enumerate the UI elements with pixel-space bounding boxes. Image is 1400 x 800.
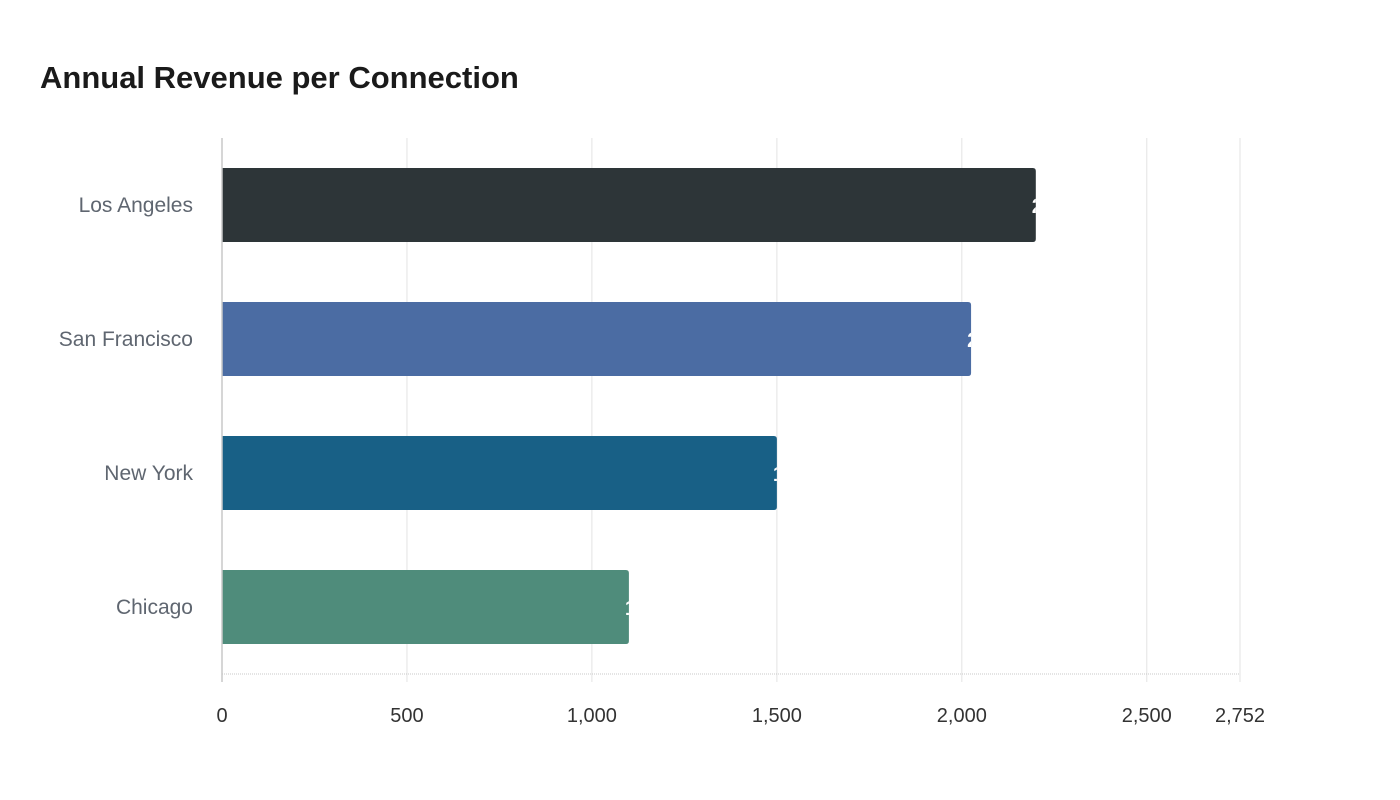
x-tick-label: 2,000 (937, 705, 987, 727)
y-tick-label: New York (104, 462, 193, 485)
data-label: 1 (773, 463, 785, 486)
chart-title: Annual Revenue per Connection (40, 60, 519, 95)
x-tick-label: 500 (390, 705, 423, 727)
y-tick-label: San Francisco (59, 328, 193, 351)
x-tick-label: 0 (216, 705, 227, 727)
x-tick-label: 1,500 (752, 705, 802, 727)
bar-layer (222, 168, 1036, 644)
axis-layer (221, 138, 1240, 682)
data-label: 2 (967, 329, 979, 352)
data-label: 2 (1032, 195, 1044, 218)
label-layer: 0 500 1,000 1,500 2,000 2,500 2,752 Los Angeles… (59, 194, 1265, 727)
bar-san-francisco (222, 302, 972, 376)
y-tick-label: Los Angeles (79, 194, 193, 217)
x-tick-label: 2,752 (1215, 705, 1265, 727)
data-label: 1 (625, 597, 637, 620)
x-tick-label: 2,500 (1122, 705, 1172, 727)
y-tick-label: Chicago (116, 596, 193, 619)
bar-new-york (222, 436, 777, 510)
bar-los-angeles (222, 168, 1036, 242)
x-tick-label: 1,000 (567, 705, 617, 727)
bar-chicago (222, 570, 629, 644)
